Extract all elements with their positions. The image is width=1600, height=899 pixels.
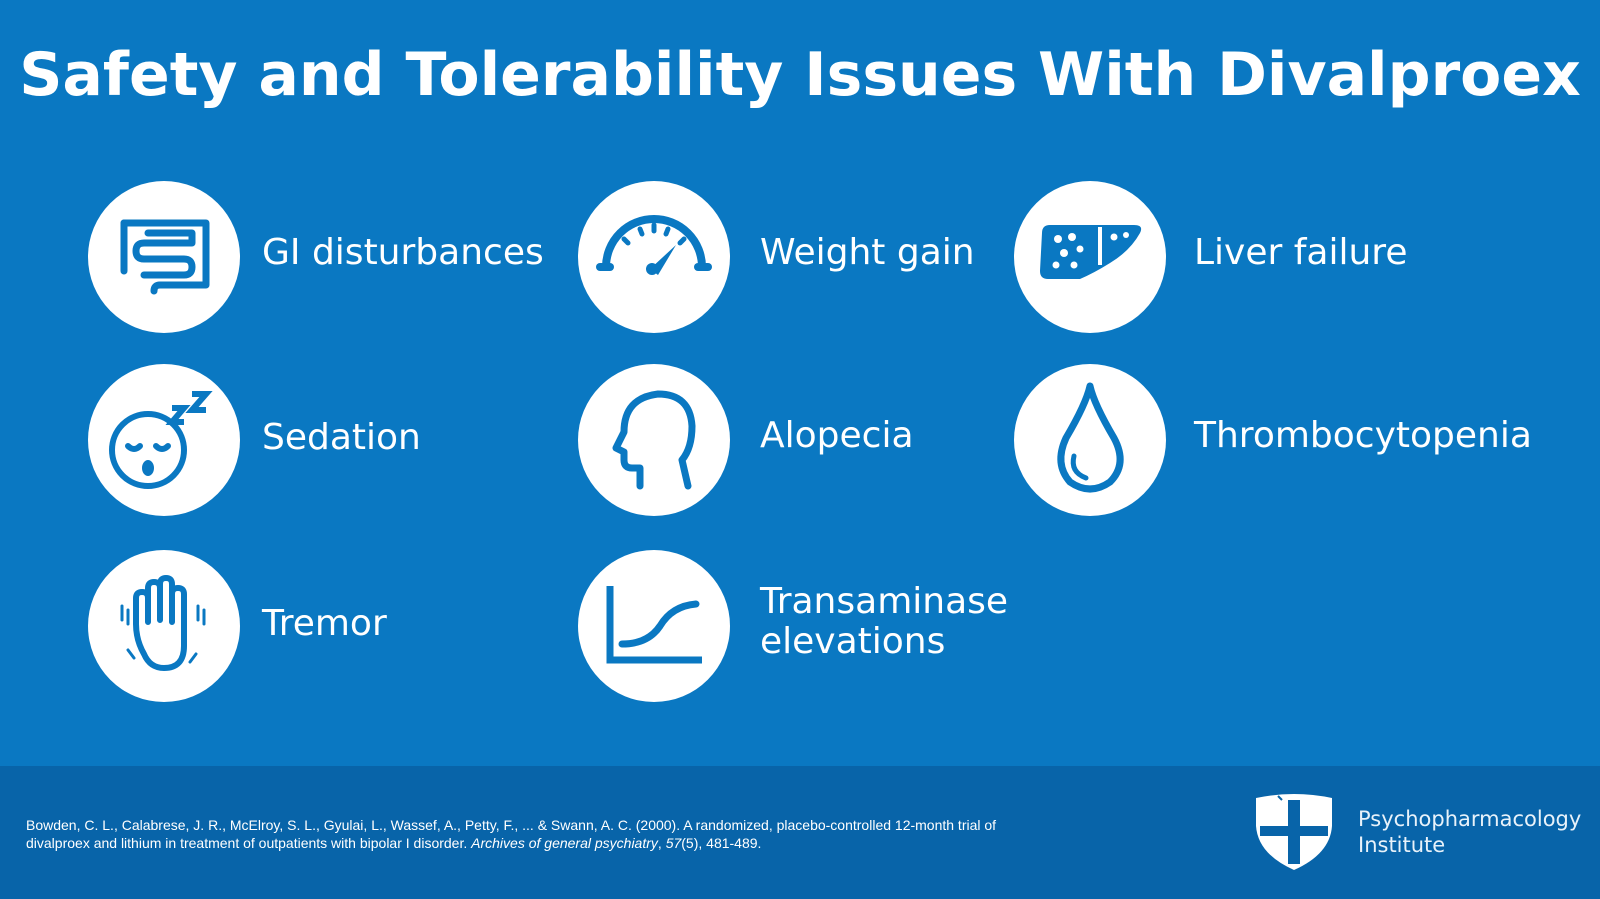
page-title: Safety and Tolerability Issues With Diva… — [19, 40, 1581, 110]
shield-logo-icon — [1256, 794, 1332, 870]
blood-drop-icon — [1057, 382, 1124, 493]
citation-journal: Archives of general psychiatry — [471, 835, 658, 851]
icon-circle — [88, 550, 240, 702]
item-label: Alopecia — [760, 415, 914, 456]
brand-name: Psychopharmacology Institute — [1358, 806, 1581, 858]
item-label: Sedation — [262, 417, 421, 458]
brand-line2: Institute — [1358, 833, 1446, 857]
item-label: Tremor — [262, 603, 387, 644]
icon-circle — [1014, 181, 1166, 333]
liver-icon — [1040, 225, 1142, 279]
citation-volume: 57 — [665, 835, 682, 851]
icon-circle — [1014, 364, 1166, 516]
rising-curve-icon — [606, 586, 702, 664]
icon-circle — [578, 550, 730, 702]
icon-circle — [88, 364, 240, 516]
brand-line1: Psychopharmacology — [1358, 807, 1582, 831]
icon-circle — [578, 364, 730, 516]
icon-circle — [88, 181, 240, 333]
head-profile-icon — [612, 390, 696, 490]
citation-pages: (5), 481-489. — [681, 835, 762, 851]
sleepy-face-icon — [109, 391, 213, 489]
footer: Bowden, C. L., Calabrese, J. R., McElroy… — [0, 766, 1600, 899]
item-label: Liver failure — [1194, 232, 1408, 273]
shaking-hand-icon — [120, 575, 206, 671]
item-label: GI disturbances — [262, 232, 544, 273]
item-label-line1: Transaminase — [760, 581, 1009, 622]
icon-circle — [578, 181, 730, 333]
intestine-icon — [120, 219, 210, 295]
item-label: Thrombocytopenia — [1194, 415, 1532, 456]
item-label: Weight gain — [760, 232, 975, 273]
item-label-line2: elevations — [760, 621, 946, 662]
scale-gauge-icon — [596, 215, 712, 275]
item-label: Transaminase elevations — [760, 582, 1008, 662]
citation-text: Bowden, C. L., Calabrese, J. R., McElroy… — [26, 817, 997, 851]
citation: Bowden, C. L., Calabrese, J. R., McElroy… — [26, 816, 1006, 852]
citation-separator: , — [657, 835, 666, 851]
